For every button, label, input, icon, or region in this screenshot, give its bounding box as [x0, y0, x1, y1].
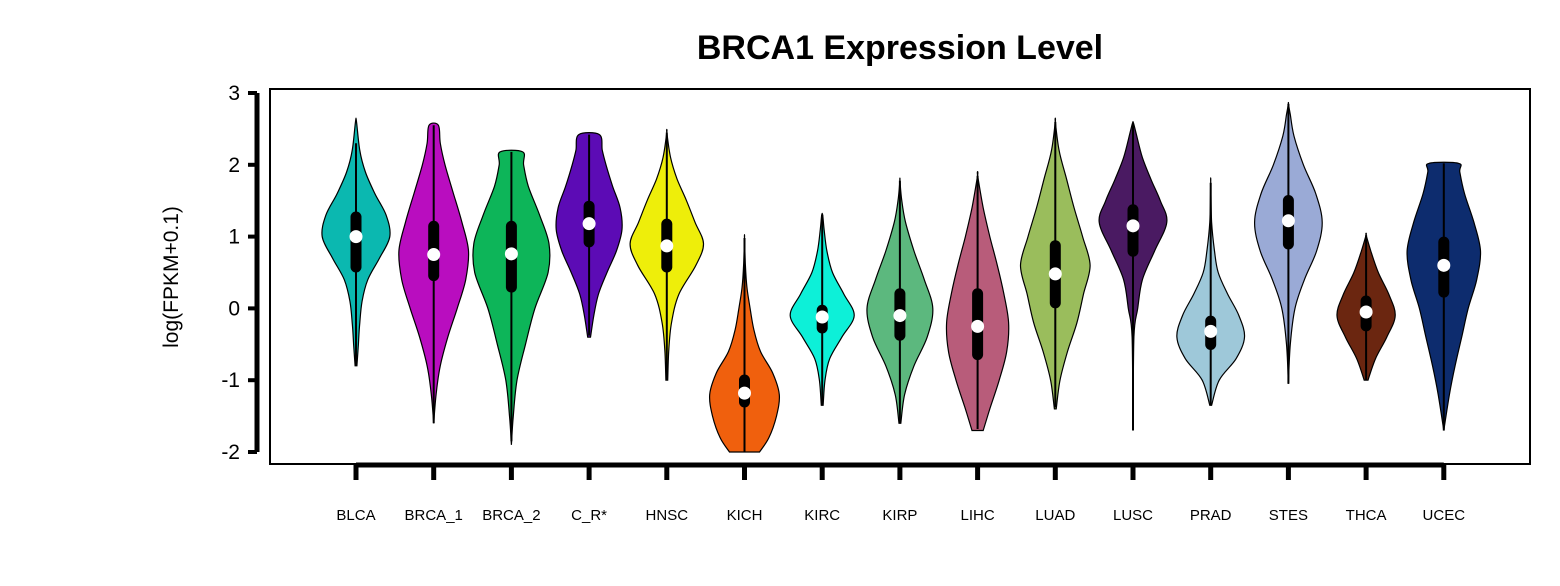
- y-tick-label: -2: [221, 441, 240, 464]
- violin-median-point: [1126, 219, 1140, 233]
- x-tick-label: STES: [1269, 507, 1308, 524]
- y-tick-label: 1: [228, 226, 240, 249]
- violin-kich: [708, 234, 781, 453]
- violin-median-point: [1437, 258, 1451, 272]
- chart-title: BRCA1 Expression Level: [697, 29, 1103, 67]
- violin-lusc: [1098, 120, 1168, 431]
- x-tick-label: UCEC: [1423, 507, 1466, 524]
- violin-median-point: [971, 319, 985, 333]
- violin-median-point: [815, 310, 829, 324]
- violin-median-point: [1281, 214, 1295, 228]
- y-tick-label: -1: [221, 369, 240, 392]
- violin-c-r-: [555, 132, 623, 338]
- x-axis: BLCA BRCA_1 BRCA_2 C_R* HNSC KICH KIRC KIRP LIHC…: [336, 462, 1466, 524]
- x-tick-label: THCA: [1346, 507, 1387, 524]
- x-tick-label: KIRC: [804, 507, 840, 524]
- violin-median-point: [893, 309, 907, 323]
- x-tick-label: BRCA_2: [482, 507, 540, 524]
- x-tick-label: BRCA_1: [405, 507, 463, 524]
- x-tick-label: BLCA: [336, 507, 375, 524]
- violin-thca: [1336, 232, 1396, 381]
- y-axis: -2 -1 0 1 2 3: [221, 82, 260, 464]
- violin-brca-2: [472, 149, 551, 445]
- x-tick-label: PRAD: [1190, 507, 1232, 524]
- violin-brca-1: [398, 122, 470, 424]
- x-tick-label: LIHC: [961, 507, 995, 524]
- y-tick-label: 3: [228, 82, 240, 105]
- violin-ucec: [1406, 161, 1482, 431]
- violin-luad: [1019, 117, 1091, 410]
- violin-prad: [1176, 177, 1246, 406]
- violin-kirc: [789, 212, 855, 406]
- x-tick-label: C_R*: [571, 507, 607, 524]
- violin-lihc: [945, 170, 1010, 432]
- violin-stes: [1253, 101, 1323, 384]
- x-tick-label: LUSC: [1113, 507, 1153, 524]
- y-axis-label: log(FPKM+0.1): [160, 206, 183, 348]
- y-tick-label: 2: [228, 154, 240, 177]
- violins-group: [321, 101, 1482, 453]
- violin-median-point: [660, 239, 674, 253]
- x-tick-label: LUAD: [1035, 507, 1075, 524]
- violin-median-point: [1359, 305, 1373, 319]
- violin-median-point: [582, 217, 596, 231]
- x-tick-label: KICH: [727, 507, 763, 524]
- violin-median-point: [1048, 267, 1062, 281]
- violin-median-point: [504, 247, 518, 261]
- violin-median-point: [427, 248, 441, 262]
- violin-median-point: [738, 386, 751, 400]
- violin-hnsc: [629, 128, 705, 381]
- x-tick-label: KIRP: [882, 507, 917, 524]
- violin-median-point: [1204, 324, 1218, 338]
- violin-blca: [321, 117, 391, 367]
- x-tick-label: HNSC: [646, 507, 689, 524]
- violin-median-point: [349, 230, 363, 244]
- y-tick-label: 0: [228, 297, 240, 320]
- violin-kirp: [866, 177, 934, 424]
